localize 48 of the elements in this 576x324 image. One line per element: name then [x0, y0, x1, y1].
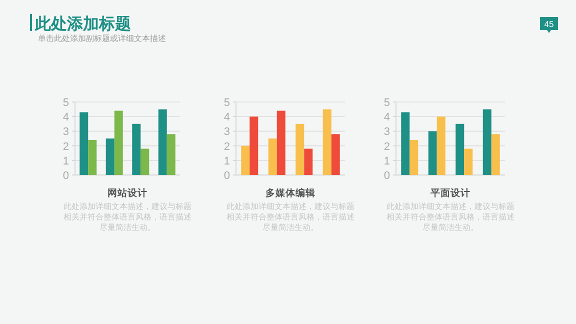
y-tick-label: 0 [224, 170, 230, 182]
y-tick-label: 4 [62, 112, 69, 124]
y-tick-label: 5 [224, 97, 230, 109]
bar [241, 146, 250, 175]
bar [114, 110, 123, 175]
bar [250, 116, 258, 175]
y-tick-label: 2 [384, 140, 390, 153]
bar [268, 138, 277, 175]
bar [491, 134, 500, 175]
bar [276, 110, 286, 175]
text: 45 [544, 19, 554, 29]
bar [322, 109, 332, 175]
y-tick-label: 4 [224, 112, 230, 124]
bar [158, 109, 167, 175]
y-tick-label: 1 [224, 155, 230, 168]
bar [80, 112, 88, 175]
text: 单击此处添加副标题或详细文本描述 [38, 34, 166, 43]
bar [132, 124, 141, 175]
bar [88, 140, 97, 175]
bar [410, 140, 418, 175]
bar [166, 134, 176, 175]
y-tick-label: 2 [224, 140, 230, 153]
bar [456, 124, 464, 175]
text: 多媒体编辑 [266, 187, 316, 199]
y-tick-label: 5 [384, 97, 390, 109]
bar [140, 148, 150, 175]
y-tick-label: 0 [62, 170, 69, 182]
y-tick-label: 0 [384, 170, 390, 182]
bar [106, 138, 114, 175]
text: 网站设计 [108, 187, 148, 199]
y-tick-label: 3 [384, 126, 390, 138]
bar [304, 148, 313, 175]
bar [296, 124, 304, 175]
bar [428, 131, 437, 175]
y-tick-label: 2 [62, 140, 69, 153]
bar [331, 134, 340, 175]
bar [482, 109, 492, 175]
y-tick-label: 5 [62, 97, 69, 109]
y-tick-label: 1 [384, 155, 390, 168]
y-tick-label: 3 [62, 126, 69, 138]
text: 平面设计 [430, 187, 470, 199]
bar [401, 112, 410, 175]
text: 此处添加标题 [34, 15, 131, 33]
y-tick-label: 4 [384, 112, 390, 124]
y-tick-label: 1 [62, 155, 69, 168]
bar [436, 116, 446, 175]
bar [464, 148, 473, 175]
y-tick-label: 3 [224, 126, 230, 138]
